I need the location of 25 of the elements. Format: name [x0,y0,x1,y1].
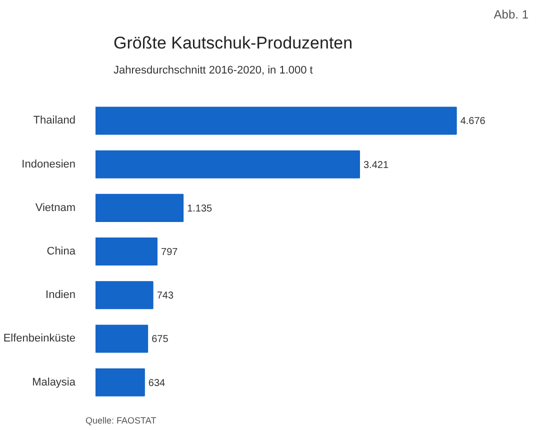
data-label: 743 [156,290,174,302]
bar [96,238,158,266]
y-tick-label: Malaysia [32,376,76,388]
data-label: 634 [148,378,166,389]
data-label: 3.421 [363,160,389,171]
bar [96,281,154,310]
y-tick-label: Indonesien [22,158,76,170]
bar [96,194,184,222]
data-label: 4.676 [460,116,486,128]
data-label: 797 [161,247,178,258]
bar [96,150,360,178]
chart-subtitle: Jahresdurchschnitt 2016-2020, in 1.000 t [114,64,313,76]
data-label: 1.135 [187,203,213,214]
chart-title: Größte Kautschuk-Produzenten [114,34,353,52]
bar [96,324,148,353]
y-tick-label: Indien [46,289,76,302]
bar [96,368,145,396]
y-tick-label: China [46,246,76,258]
y-tick-label: Thailand [33,114,76,127]
bar [96,106,457,135]
source-note: Quelle: FAOSTAT [86,416,157,426]
y-tick-label: Vietnam [35,202,76,214]
data-label: 675 [152,334,169,346]
y-tick-label: Elfenbeinküste [3,332,76,345]
caption: Abb. 1 [494,8,529,22]
